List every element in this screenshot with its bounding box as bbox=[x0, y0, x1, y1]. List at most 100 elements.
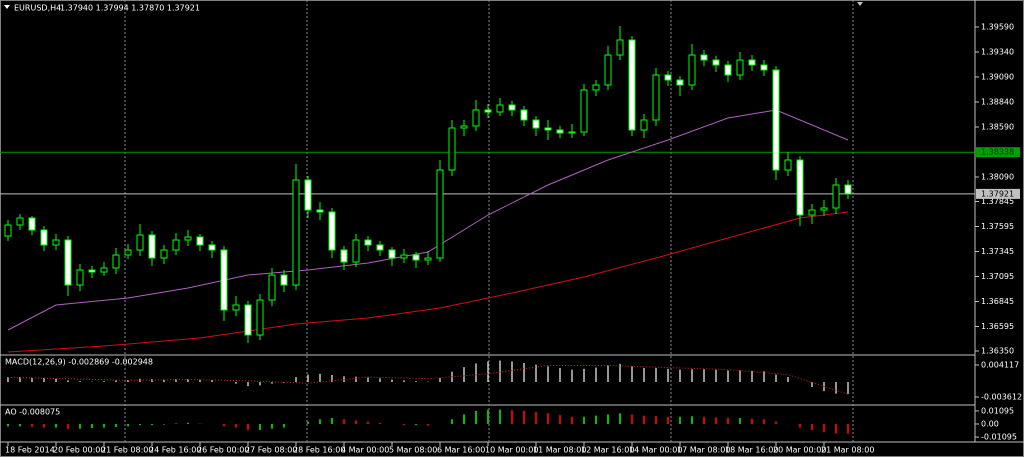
candle-body bbox=[16, 217, 24, 226]
candle-body bbox=[592, 84, 600, 91]
candle-body bbox=[700, 54, 708, 61]
candle-body bbox=[748, 59, 756, 66]
candle-body bbox=[64, 239, 72, 286]
x-tick-label: 17 Mar 08:00 bbox=[677, 446, 730, 455]
candle-body bbox=[556, 129, 564, 134]
y-tick-label: 1.37345 bbox=[981, 247, 1014, 256]
candle-body bbox=[652, 74, 660, 121]
price-label: 1.38338 bbox=[981, 148, 1014, 157]
menu-arrow bbox=[4, 5, 10, 9]
x-tick-label: 21 Feb 08:00 bbox=[101, 446, 153, 455]
candle-body bbox=[532, 119, 540, 129]
candle-body bbox=[268, 274, 276, 301]
candle-body bbox=[172, 239, 180, 251]
candle-body bbox=[292, 179, 300, 286]
candle-body bbox=[844, 184, 852, 195]
x-tick-label: 26 Feb 00:00 bbox=[197, 446, 249, 455]
candle-body bbox=[820, 207, 828, 211]
x-tick-label: 18 Mar 16:00 bbox=[725, 446, 778, 455]
x-tick-label: 11 Mar 08:00 bbox=[533, 446, 586, 455]
price-label-box bbox=[976, 147, 1020, 158]
candle-body bbox=[676, 79, 684, 86]
candle-body bbox=[472, 109, 480, 127]
candle-body bbox=[760, 64, 768, 71]
candle-body bbox=[544, 127, 552, 131]
chart-info: 1.37940 1.37994 1.37870 1.37921 bbox=[60, 4, 200, 13]
candle-body bbox=[460, 125, 468, 129]
candle-body bbox=[616, 39, 624, 56]
candle-body bbox=[328, 211, 336, 251]
candle-body bbox=[88, 269, 96, 273]
candle-body bbox=[448, 127, 456, 171]
candle-body bbox=[604, 54, 612, 86]
candle-body bbox=[436, 169, 444, 259]
y-tick-label: 1.37095 bbox=[981, 272, 1014, 281]
x-tick-label: 12 Mar 16:00 bbox=[581, 446, 634, 455]
candle-body bbox=[412, 254, 420, 261]
candle-body bbox=[304, 179, 312, 211]
candle-body bbox=[76, 269, 84, 286]
candle-body bbox=[208, 244, 216, 251]
candle-body bbox=[352, 239, 360, 263]
candle-body bbox=[4, 224, 12, 237]
y-tick-label: 1.38840 bbox=[981, 98, 1014, 107]
y-tick-label: 1.38590 bbox=[981, 123, 1014, 132]
candle-body bbox=[124, 249, 132, 256]
x-tick-label: 24 Feb 16:00 bbox=[149, 446, 201, 455]
x-tick-label: 18 Feb 2014 bbox=[5, 446, 55, 455]
y-tick-label: 1.36350 bbox=[981, 347, 1014, 356]
candle-body bbox=[364, 239, 372, 246]
ao-title: AO -0.008075 bbox=[5, 408, 60, 417]
candle-body bbox=[400, 254, 408, 259]
x-tick-label: 20 Feb 00:00 bbox=[53, 446, 105, 455]
x-tick-label: 5 Mar 08:00 bbox=[389, 446, 437, 455]
y-tick-label: 1.39590 bbox=[981, 23, 1014, 32]
candle-body bbox=[196, 236, 204, 246]
candle-body bbox=[520, 109, 528, 121]
candle-body bbox=[232, 304, 240, 311]
macd-title: MACD(12,26,9) -0.002869 -0.002948 bbox=[5, 358, 153, 367]
candle-body bbox=[772, 69, 780, 171]
price-label: 1.37921 bbox=[981, 189, 1014, 198]
y-tick-label: 1.39090 bbox=[981, 73, 1014, 82]
y-tick-label: 1.38090 bbox=[981, 173, 1014, 182]
y-tick-label: -0.003612 bbox=[981, 393, 1022, 402]
moving-average bbox=[7, 109, 849, 331]
candle-body bbox=[808, 209, 816, 216]
candle-body bbox=[256, 299, 264, 336]
candle-body bbox=[724, 64, 732, 76]
candle-body bbox=[184, 236, 192, 241]
candle-body bbox=[496, 104, 504, 113]
candle-body bbox=[508, 104, 516, 111]
candle-body bbox=[316, 209, 324, 213]
x-tick-label: 27 Feb 08:00 bbox=[245, 446, 297, 455]
candle-body bbox=[628, 39, 636, 131]
candle-body bbox=[712, 59, 720, 66]
candle-body bbox=[160, 249, 168, 259]
candle-body bbox=[100, 267, 108, 273]
candle-body bbox=[664, 74, 672, 81]
candle-body bbox=[28, 217, 36, 231]
candle-body bbox=[280, 274, 288, 286]
y-tick-label: 0.00 bbox=[981, 419, 999, 428]
y-tick-label: 1.39340 bbox=[981, 48, 1014, 57]
y-tick-label: 1.37845 bbox=[981, 197, 1014, 206]
candle-body bbox=[424, 257, 432, 261]
x-tick-label: 10 Mar 00:00 bbox=[485, 446, 538, 455]
candle-body bbox=[376, 244, 384, 251]
candle-body bbox=[736, 59, 744, 76]
candle-body bbox=[148, 234, 156, 259]
x-tick-label: 14 Mar 00:00 bbox=[629, 446, 682, 455]
candle-body bbox=[832, 184, 840, 209]
candle-body bbox=[640, 119, 648, 131]
y-tick-label: 1.36595 bbox=[981, 322, 1014, 331]
x-tick-label: 4 Mar 00:00 bbox=[341, 446, 389, 455]
price-label-box bbox=[976, 188, 1020, 199]
x-tick-label: 6 Mar 16:00 bbox=[437, 446, 485, 455]
candle-body bbox=[52, 239, 60, 246]
y-tick-label: 0.01095 bbox=[981, 406, 1014, 415]
y-tick-label: -0.01095 bbox=[981, 433, 1017, 442]
